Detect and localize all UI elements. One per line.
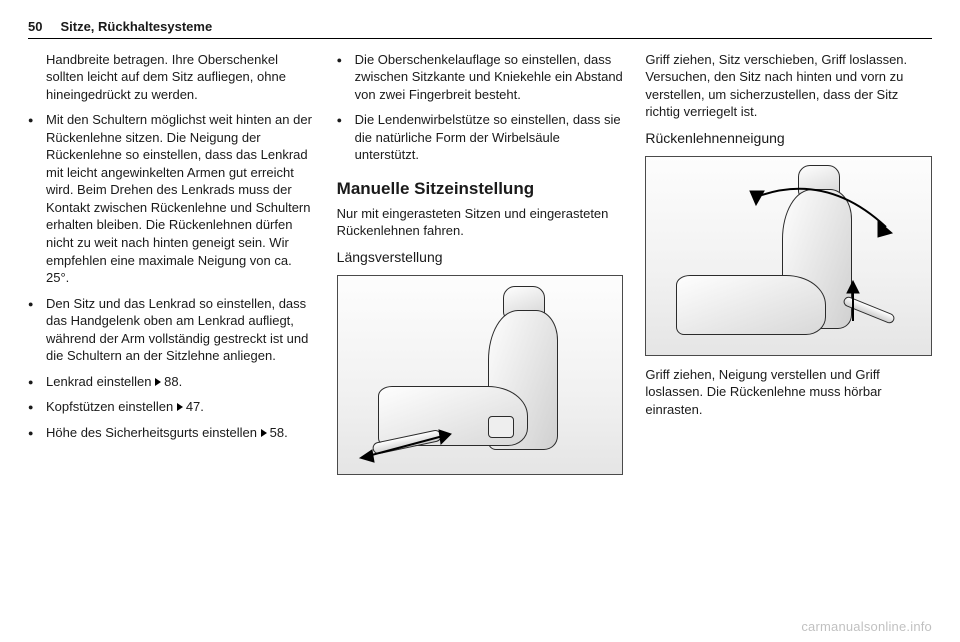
- watermark: carmanualsonline.info: [801, 618, 932, 636]
- content-columns: Handbreite betragen. Ihre Oberschenkel s…: [28, 51, 932, 485]
- intro-paragraph: Handbreite betragen. Ihre Oberschenkel s…: [28, 51, 315, 104]
- page-ref-icon: [155, 373, 164, 391]
- page-ref-icon: [177, 398, 186, 416]
- page-number: 50: [28, 18, 42, 36]
- ref-label: Kopfstützen einstellen: [46, 399, 173, 414]
- list-item: Lenkrad einstellen 88.: [28, 373, 315, 391]
- seat-recline-illustration: [645, 156, 932, 356]
- chapter-title: Sitze, Rückhaltesysteme: [60, 18, 212, 36]
- subsection-heading: Längsverstellung: [337, 248, 624, 267]
- instruction-paragraph-2: Griff ziehen, Neigung verstellen und Gri…: [645, 366, 932, 419]
- ref-label: Höhe des Sicherheitsgurts einstellen: [46, 425, 257, 440]
- instruction-paragraph: Griff ziehen, Sitz verschieben, Griff lo…: [645, 51, 932, 121]
- column-2: Die Oberschenkelauflage so einstellen, d…: [337, 51, 624, 485]
- ref-page: 58.: [270, 425, 288, 440]
- subsection-heading: Rückenlehnenneigung: [645, 129, 932, 148]
- note-paragraph: Nur mit eingerasteten Sitzen und eingera…: [337, 205, 624, 240]
- bullet-list-1: Mit den Schultern möglichst weit hinten …: [28, 111, 315, 441]
- list-item: Die Lendenwirbelstütze so einstellen, da…: [337, 111, 624, 164]
- page-ref-icon: [261, 424, 270, 442]
- ref-page: 88.: [164, 374, 182, 389]
- column-3: Griff ziehen, Sitz verschieben, Griff lo…: [645, 51, 932, 485]
- bullet-list-2: Die Oberschenkelauflage so einstellen, d…: [337, 51, 624, 164]
- list-item: Kopfstützen einstellen 47.: [28, 398, 315, 416]
- ref-page: 47.: [186, 399, 204, 414]
- column-1: Handbreite betragen. Ihre Oberschenkel s…: [28, 51, 315, 485]
- arrow-lever-up-icon: [838, 279, 868, 329]
- list-item: Den Sitz und das Lenkrad so einstellen, …: [28, 295, 315, 365]
- arrow-recline-icon: [736, 177, 896, 297]
- section-heading: Manuelle Sitzeinstellung: [337, 178, 624, 201]
- ref-label: Lenkrad einstellen: [46, 374, 152, 389]
- list-item: Die Oberschenkelauflage so einstellen, d…: [337, 51, 624, 104]
- list-item: Höhe des Sicherheitsgurts einstellen 58.: [28, 424, 315, 442]
- seat-longitudinal-illustration: [337, 275, 624, 475]
- list-item: Mit den Schultern möglichst weit hinten …: [28, 111, 315, 286]
- page-header: 50 Sitze, Rückhaltesysteme: [28, 18, 932, 39]
- arrow-longitudinal-icon: [348, 426, 458, 466]
